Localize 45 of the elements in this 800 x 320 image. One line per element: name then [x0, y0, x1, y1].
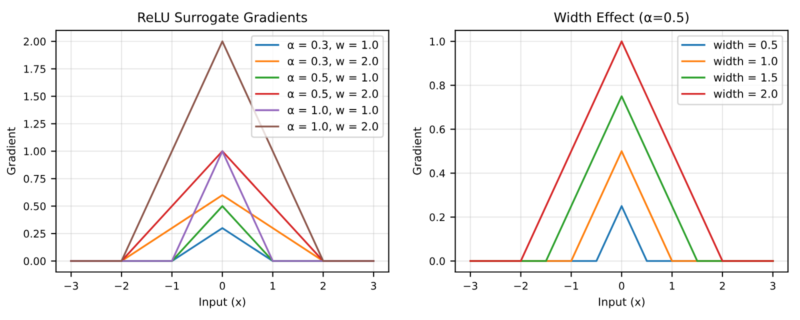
y-tick-label: 0.2	[430, 213, 445, 222]
y-tick-label: 0.8	[430, 82, 445, 90]
x-tick-label: −3	[464, 282, 478, 290]
y-axis-title: Gradient	[412, 127, 422, 175]
y-tick-label: 2.00	[24, 38, 46, 46]
legend-label: α = 0.5, w = 1.0	[288, 73, 378, 83]
y-axis-title: Gradient	[6, 127, 16, 175]
x-tick-label: −3	[64, 282, 78, 290]
x-axis-title: Input (x)	[200, 297, 246, 308]
x-tick-label: 3	[770, 282, 776, 290]
x-tick-label: −2	[114, 282, 128, 290]
x-tick-label: −1	[165, 282, 179, 290]
x-tick-label: 3	[371, 282, 376, 290]
x-tick-label: 2	[720, 282, 725, 290]
x-tick-label: 0	[619, 282, 624, 290]
y-tick-label: 0.75	[24, 174, 46, 183]
chart-title: Width Effect (α=0.5)	[554, 12, 688, 24]
x-tick-label: −1	[564, 282, 578, 290]
legend-label: width = 1.5	[714, 73, 778, 82]
x-tick-label: 2	[320, 282, 326, 290]
y-tick-label: 1.00	[24, 147, 46, 156]
x-tick-label: −2	[514, 282, 528, 290]
y-tick-label: 0.4	[430, 169, 445, 178]
legend-label: α = 0.5, w = 2.0	[288, 90, 378, 100]
legend-label: width = 0.5	[714, 40, 778, 49]
y-tick-label: 0.25	[24, 230, 46, 238]
y-tick-label: 0.50	[24, 202, 46, 210]
legend-label: α = 1.0, w = 1.0	[288, 106, 378, 116]
legend-label: α = 0.3, w = 1.0	[288, 40, 378, 50]
y-tick-label: 1.25	[24, 120, 46, 128]
x-tick-label: 0	[220, 282, 225, 290]
x-axis-title: Input (x)	[598, 297, 644, 308]
chart-title: ReLU Surrogate Gradients	[138, 12, 308, 25]
x-tick-label: 1	[270, 282, 276, 290]
legend-label: α = 0.3, w = 2.0	[288, 56, 378, 66]
y-tick-label: 0.00	[24, 257, 46, 266]
y-tick-label: 1.50	[24, 92, 46, 100]
x-tick-label: 1	[670, 282, 674, 290]
legend-label: width = 2.0	[714, 89, 778, 98]
y-tick-label: 0.0	[430, 257, 445, 266]
y-tick-label: 0.6	[430, 125, 445, 134]
y-tick-label: 1.0	[430, 38, 445, 46]
legend-label: α = 1.0, w = 2.0	[288, 122, 378, 132]
y-tick-label: 1.75	[24, 65, 46, 73]
legend-label: width = 1.0	[714, 56, 778, 66]
